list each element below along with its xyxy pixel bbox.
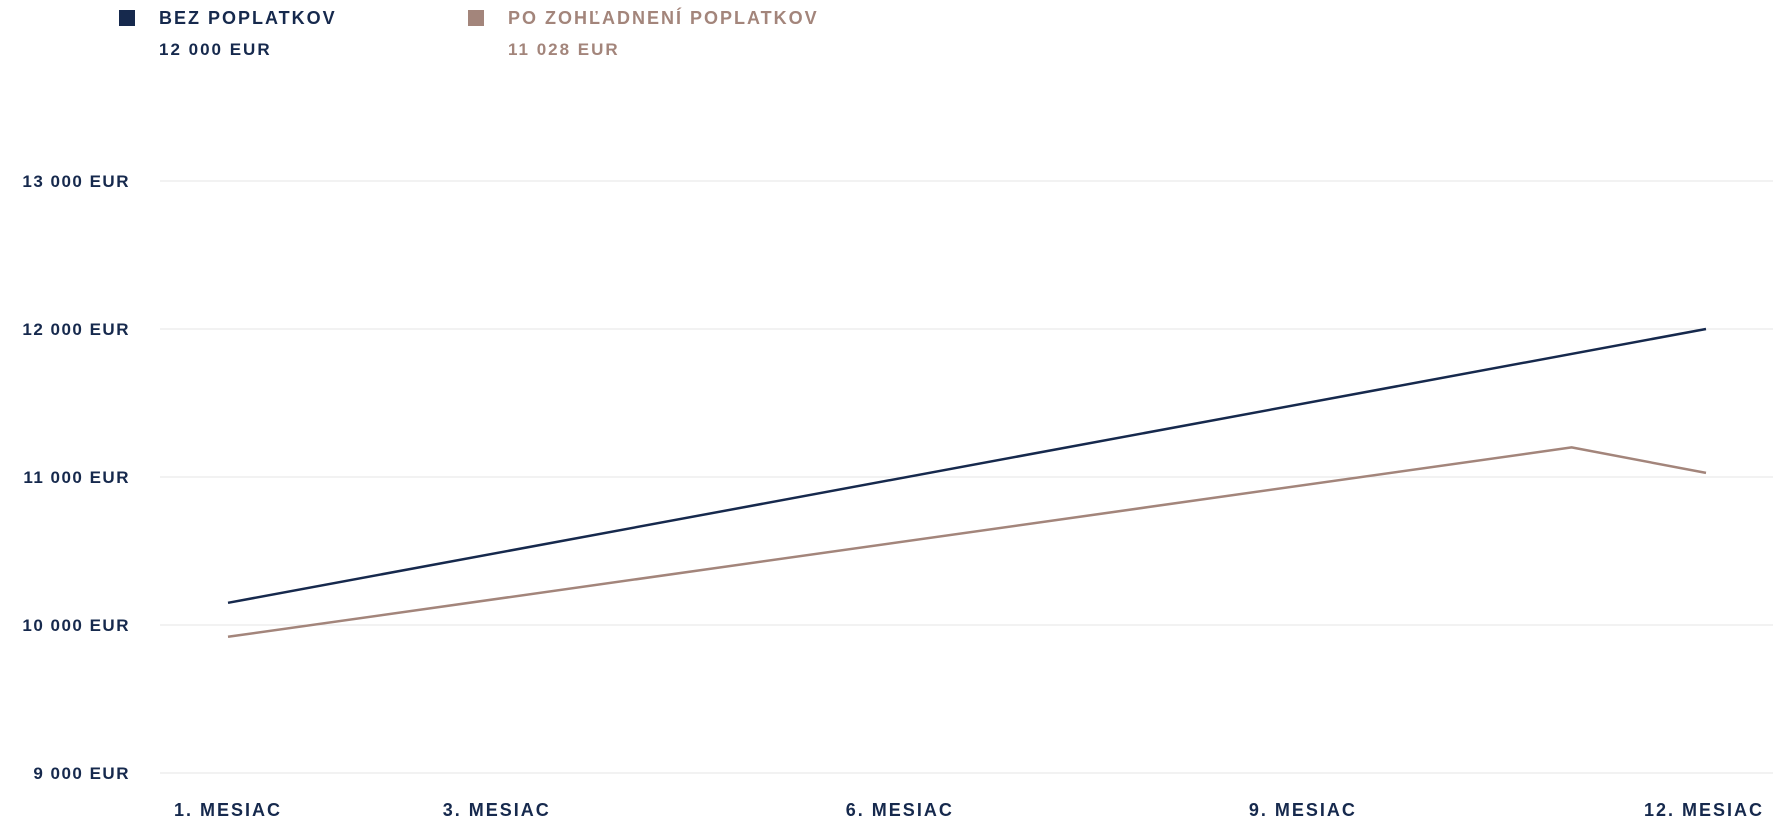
legend-swatch-po-zohladneni-poplatkov xyxy=(468,10,484,26)
x-tick-label: 1. MESIAC xyxy=(174,800,282,820)
x-tick-label: 9. MESIAC xyxy=(1249,800,1357,820)
x-tick-label: 3. MESIAC xyxy=(443,800,551,820)
y-tick-label: 10 000 EUR xyxy=(22,616,130,635)
legend-label-po-zohladneni-poplatkov: PO ZOHĽADNENÍ POPLATKOV xyxy=(508,8,819,28)
y-tick-label: 12 000 EUR xyxy=(22,320,130,339)
series-lines xyxy=(227,327,1707,639)
legend-label-bez-poplatkov: BEZ POPLATKOV xyxy=(159,8,337,28)
x-axis-ticks: 1. MESIAC 3. MESIAC 6. MESIAC 9. MESIAC 12. … xyxy=(174,800,1764,820)
y-axis-ticks: 13 000 EUR 12 000 EUR 11 000 EUR 10 000 EUR… xyxy=(22,172,130,783)
x-tick-label: 12. MESIAC xyxy=(1644,800,1764,820)
y-tick-label: 11 000 EUR xyxy=(23,468,130,487)
legend-total-bez-poplatkov: 12 000 EUR xyxy=(159,40,272,59)
legend-total-po-zohladneni-poplatkov: 11 028 EUR xyxy=(508,40,620,59)
series-line-po-zohladneni-poplatkov xyxy=(227,446,1707,639)
y-tick-label: 9 000 EUR xyxy=(33,764,130,783)
series-line-bez-poplatkov xyxy=(227,327,1707,605)
chart-legend: BEZ POPLATKOV 12 000 EUR PO ZOHĽADNENÍ P… xyxy=(0,6,1773,66)
y-tick-label: 13 000 EUR xyxy=(22,172,130,191)
x-tick-label: 6. MESIAC xyxy=(846,800,954,820)
legend-swatch-bez-poplatkov xyxy=(119,10,135,26)
grid-lines xyxy=(160,180,1773,774)
